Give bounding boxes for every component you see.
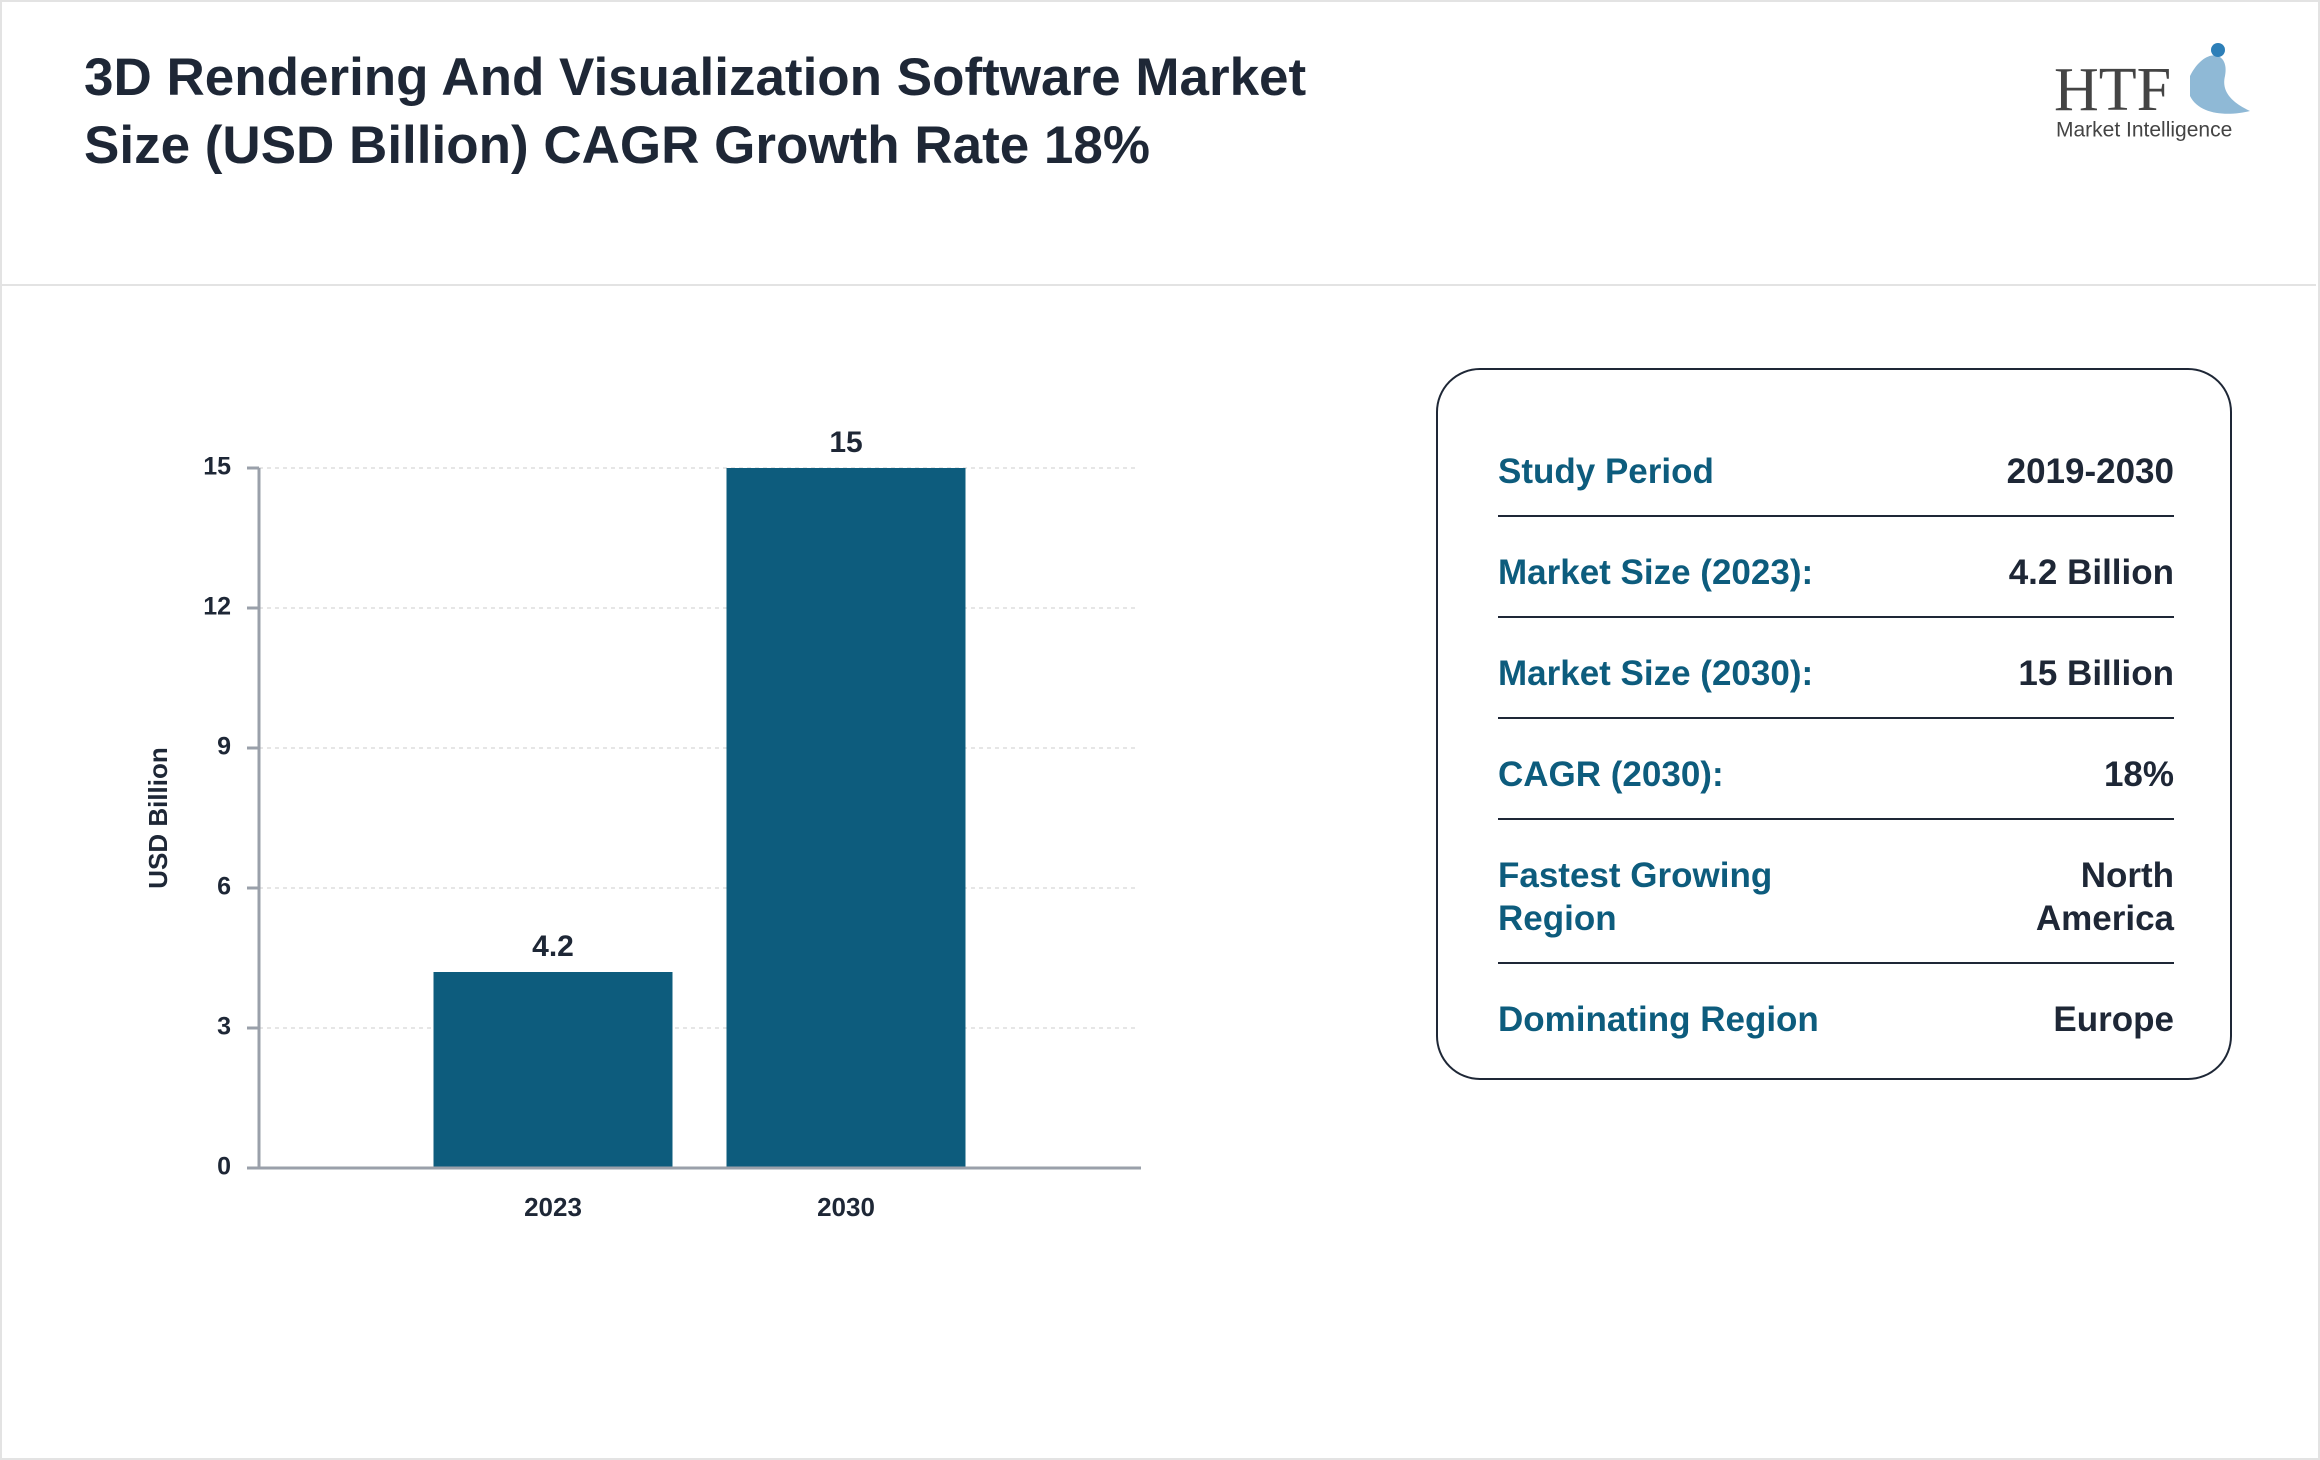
bar: [433, 972, 673, 1168]
summary-row: Market Size (2023): 4.2 Billion: [1498, 541, 2174, 618]
logo-brand: HTF: [2054, 56, 2171, 124]
summary-value: 4.2 Billion: [2008, 553, 2174, 592]
logo-swoosh: [2190, 55, 2250, 114]
summary-label: Market Size (2023):: [1498, 553, 1814, 592]
header: 3D Rendering And Visualization Software …: [0, 0, 2316, 286]
bar: [726, 468, 966, 1168]
chart: 0 3 6 9 12 15 USD Billion 4.2 2023 15 2030: [143, 426, 1141, 1222]
value-label: 4.2: [532, 930, 574, 963]
summary-value: Europe: [2053, 1000, 2174, 1039]
summary-row: Fastest Growing Region North America: [1498, 844, 2174, 964]
x-tick-label: 2023: [524, 1192, 582, 1222]
summary-label: Dominating Region: [1498, 1000, 1819, 1039]
y-tick-label: 9: [217, 733, 231, 761]
logo-tagline: Market Intelligence: [2056, 119, 2232, 142]
summary-label: Fastest Growing Region: [1498, 856, 1773, 938]
y-tick-label: 15: [203, 453, 231, 481]
logo: HTF Market Intelligence: [2054, 43, 2250, 142]
summary-value: 18%: [2103, 755, 2174, 794]
summary-label: CAGR (2030):: [1498, 755, 1724, 794]
summary-value: 2019-2030: [2006, 452, 2174, 491]
summary-row: Market Size (2030): 15 Billion: [1498, 642, 2174, 719]
value-label: 15: [829, 426, 862, 459]
summary-row: CAGR (2030): 18%: [1498, 743, 2174, 820]
summary-label: Study Period: [1498, 452, 1714, 491]
y-tick-label: 12: [203, 593, 231, 621]
summary-value: 15 Billion: [2018, 654, 2174, 693]
logo-dot: [2211, 43, 2225, 57]
y-tick-label: 6: [217, 873, 231, 901]
summary-row: Study Period 2019-2030: [1498, 440, 2174, 517]
y-tick-label: 0: [217, 1153, 231, 1181]
summary-label: Market Size (2030):: [1498, 654, 1814, 693]
x-tick-label: 2030: [817, 1192, 875, 1222]
summary-row: Dominating Region Europe: [1498, 988, 2174, 1063]
page-title: 3D Rendering And Visualization Software …: [84, 48, 1307, 175]
summary-value: North America: [2035, 856, 2174, 938]
y-axis-label: USD Billion: [143, 747, 173, 889]
y-tick-label: 3: [217, 1013, 231, 1041]
summary-card: Study Period 2019-2030 Market Size (2023):…: [1436, 368, 2232, 1080]
